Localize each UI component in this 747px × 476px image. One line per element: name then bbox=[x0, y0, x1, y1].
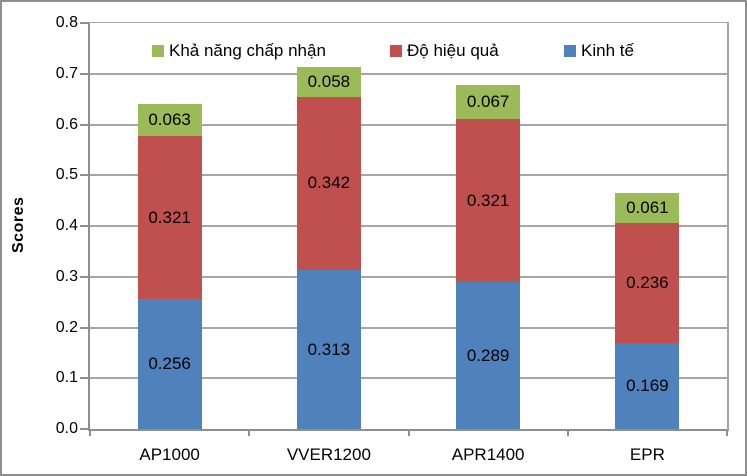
y-axis-tick bbox=[80, 275, 88, 278]
bar-segment-Độ hiệu quả: 0.321 bbox=[456, 119, 521, 283]
x-axis-tick bbox=[566, 430, 569, 436]
bar-segment-Độ hiệu quả: 0.236 bbox=[615, 223, 680, 344]
bar-APR1400: 0.067 0.321 0.289 bbox=[456, 85, 521, 429]
gridline bbox=[90, 326, 727, 329]
bar-AP1000: 0.063 0.321 0.256 bbox=[137, 104, 202, 429]
bar-segment-Kinh tế: 0.313 bbox=[296, 270, 361, 429]
y-axis-tick bbox=[80, 123, 88, 126]
y-axis-tick bbox=[80, 225, 88, 227]
legend-label: Độ hiệu quả bbox=[407, 41, 499, 60]
x-axis-category-label: EPR bbox=[629, 445, 665, 464]
gridline bbox=[90, 174, 727, 177]
y-axis-tick bbox=[80, 428, 88, 430]
y-axis-tick bbox=[80, 22, 88, 24]
bar-value-label: 0.313 bbox=[307, 339, 351, 359]
bar-value-label: 0.256 bbox=[148, 354, 191, 374]
legend-swatch bbox=[390, 45, 402, 57]
gridline bbox=[90, 225, 727, 227]
legend-item-Kinh tế: Kinh tế bbox=[564, 42, 634, 60]
x-axis-category-label: VVER1200 bbox=[286, 445, 371, 464]
bar-segment-Khả năng chấp nhận: 0.067 bbox=[456, 85, 521, 120]
bar-value-label: 0.063 bbox=[148, 110, 191, 130]
bar-VVER1200: 0.058 0.342 0.313 bbox=[296, 67, 361, 429]
x-axis-tick bbox=[407, 430, 410, 436]
y-axis-tick-label: 0.6 bbox=[55, 115, 78, 133]
y-axis-tick bbox=[80, 326, 88, 329]
x-axis-tick bbox=[726, 430, 728, 436]
legend-swatch bbox=[564, 45, 576, 57]
y-axis-tick-label: 0.3 bbox=[55, 267, 78, 285]
legend-item-Độ hiệu quả: Độ hiệu quả bbox=[390, 42, 499, 60]
y-axis-tick-label: 0.0 bbox=[55, 420, 78, 437]
y-axis-tick bbox=[80, 377, 88, 380]
plot-area: 0.063 0.321 0.256 0.058 0.342 0.313 0.067 0.321… bbox=[88, 22, 729, 431]
legend-label: Khả năng chấp nhận bbox=[169, 41, 326, 60]
bar-value-label: 0.236 bbox=[626, 273, 669, 293]
bar-segment-Kinh tế: 0.289 bbox=[456, 282, 521, 429]
bar-value-label: 0.321 bbox=[466, 190, 510, 210]
bar-segment-Khả năng chấp nhận: 0.058 bbox=[296, 67, 361, 97]
y-axis-tick-label: 0.5 bbox=[55, 166, 78, 184]
legend-label: Kinh tế bbox=[581, 41, 634, 60]
bar-segment-Kinh tế: 0.169 bbox=[615, 343, 680, 429]
gridline bbox=[90, 123, 727, 126]
bar-value-label: 0.061 bbox=[626, 197, 669, 217]
legend-swatch bbox=[152, 45, 164, 57]
bar-segment-Kinh tế: 0.256 bbox=[137, 299, 202, 429]
y-axis-tick-label: 0.2 bbox=[55, 318, 78, 336]
gridline bbox=[90, 275, 727, 278]
y-axis-tick bbox=[80, 174, 88, 177]
legend-item-Khả năng chấp nhận: Khả năng chấp nhận bbox=[152, 42, 326, 60]
x-axis-category-label: AP1000 bbox=[139, 445, 200, 464]
bar-segment-Độ hiệu quả: 0.321 bbox=[137, 136, 202, 300]
x-axis-tick bbox=[89, 430, 91, 436]
bar-value-label: 0.342 bbox=[307, 173, 351, 193]
y-axis-tick-label: 0.8 bbox=[55, 14, 78, 31]
y-axis-tick-label: 0.7 bbox=[55, 64, 78, 82]
bar-segment-Độ hiệu quả: 0.342 bbox=[296, 96, 361, 271]
bar-value-label: 0.321 bbox=[148, 207, 191, 227]
bar-value-label: 0.058 bbox=[307, 71, 351, 91]
x-axis-tick bbox=[248, 430, 251, 436]
y-axis-title: Scores bbox=[10, 196, 27, 254]
bar-segment-Khả năng chấp nhận: 0.061 bbox=[615, 192, 680, 224]
bar-value-label: 0.169 bbox=[626, 376, 669, 396]
x-axis-category-label: APR1400 bbox=[451, 445, 525, 464]
y-axis-tick bbox=[80, 72, 88, 75]
bar-value-label: 0.067 bbox=[466, 92, 510, 112]
y-axis-tick-label: 0.4 bbox=[55, 217, 78, 234]
bar-value-label: 0.289 bbox=[466, 345, 510, 365]
gridline bbox=[90, 72, 727, 75]
y-axis-tick-label: 0.1 bbox=[55, 369, 78, 387]
gridline bbox=[90, 377, 727, 380]
bar-EPR: 0.061 0.236 0.169 bbox=[615, 192, 680, 429]
bar-segment-Khả năng chấp nhận: 0.063 bbox=[137, 104, 202, 137]
